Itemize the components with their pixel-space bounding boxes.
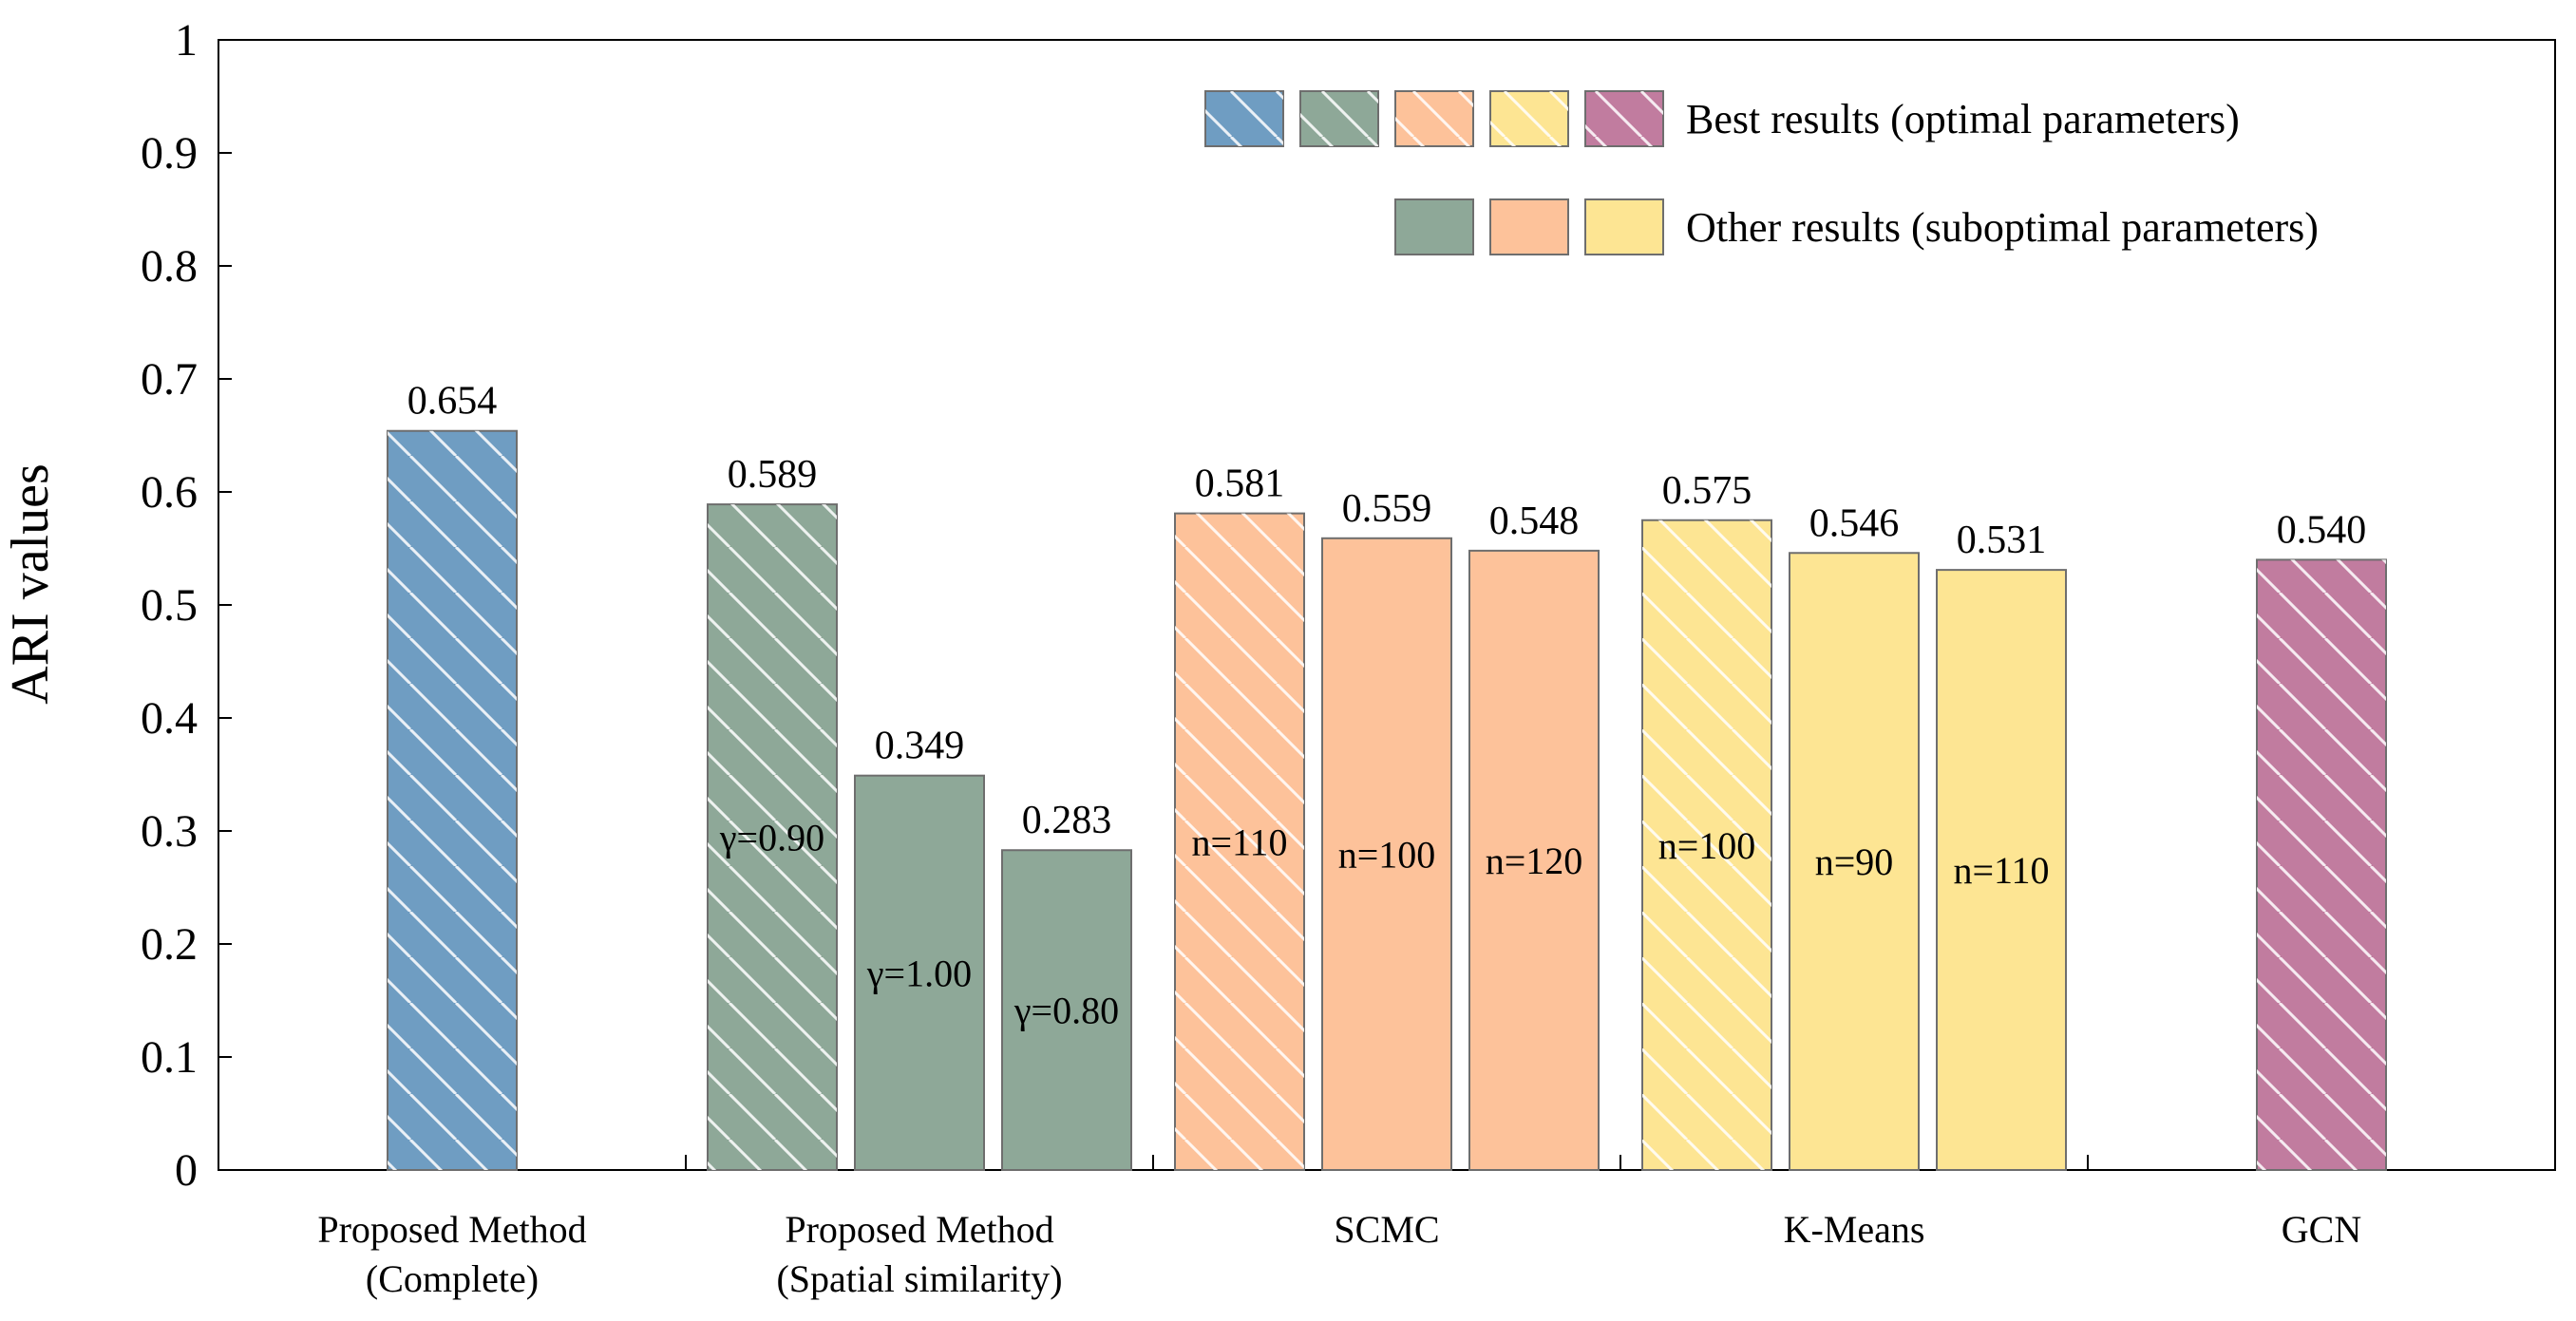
bar-value-label: 0.575	[1662, 469, 1752, 513]
bar-parameter-label: n=120	[1486, 840, 1583, 882]
bar-value-label: 0.349	[875, 725, 965, 768]
bar-hatch	[708, 504, 837, 1170]
x-category-label: Proposed Method	[317, 1208, 586, 1251]
x-category-label: SCMC	[1334, 1208, 1439, 1251]
bar-hatch	[2257, 559, 2386, 1170]
x-category-label: (Complete)	[366, 1257, 539, 1300]
x-category-label: GCN	[2282, 1208, 2361, 1251]
bar-parameter-label: n=100	[1658, 824, 1756, 867]
legend: Best results (optimal parameters) Other r…	[1204, 90, 2319, 255]
legend-swatch-hatch	[1585, 91, 1663, 146]
bars: 0.654 0.589 γ=0.90 0.349 γ=1.00 0.283 γ=0.80 0.…	[387, 380, 2387, 1171]
legend-swatch-hatch	[1300, 91, 1378, 146]
legend-swatch	[1584, 198, 1664, 255]
bar-hatch	[1642, 519, 1771, 1170]
bar-value-label: 0.559	[1342, 487, 1432, 531]
bar	[1936, 569, 2067, 1171]
bar-hatch	[1175, 513, 1304, 1170]
legend-swatch-hatch	[1490, 91, 1568, 146]
bar	[1321, 537, 1452, 1171]
x-category-label: (Spatial similarity)	[776, 1257, 1062, 1300]
y-axis: 0 0.1 0.2 0.3 0.4 0.5 0.6 0.7 0.8 0.9 1	[141, 15, 232, 1196]
y-tick-label: 0.7	[141, 354, 198, 405]
bar-parameter-label: γ=0.80	[1013, 990, 1119, 1032]
bar-parameter-label: n=90	[1815, 840, 1894, 883]
y-tick-label: 0.9	[141, 128, 198, 179]
bar-parameter-label: n=110	[1953, 849, 2049, 892]
bar-value-label: 0.531	[1957, 519, 2047, 562]
y-tick-label: 0	[175, 1145, 198, 1196]
bar-value-label: 0.654	[407, 380, 498, 424]
y-axis-label: ARI values	[1, 463, 60, 705]
bar-hatch	[388, 430, 517, 1170]
bar-parameter-label: n=100	[1338, 833, 1436, 876]
bar	[854, 774, 985, 1171]
legend-swatch	[1394, 198, 1474, 255]
bar-value-label: 0.283	[1022, 799, 1112, 842]
y-tick-label: 0.4	[141, 693, 198, 744]
bar	[1001, 849, 1132, 1171]
y-tick-label: 0.5	[141, 580, 198, 631]
x-category-label: Proposed Method	[785, 1208, 1053, 1251]
x-category-label: K-Means	[1784, 1208, 1925, 1251]
y-tick-label: 0.8	[141, 241, 198, 292]
bar-parameter-label: n=110	[1191, 821, 1287, 863]
y-tick-label: 0.3	[141, 806, 198, 857]
y-tick-label: 1	[175, 15, 198, 66]
legend-swatch	[1489, 198, 1569, 255]
bar-parameter-label: γ=1.00	[866, 952, 972, 994]
legend-label: Best results (optimal parameters)	[1686, 96, 2240, 142]
legend-swatch-hatch	[1205, 91, 1283, 146]
bar-value-label: 0.589	[728, 453, 818, 497]
y-tick-label: 0.2	[141, 919, 198, 970]
y-tick-label: 0.1	[141, 1032, 198, 1083]
bar-value-label: 0.540	[2277, 508, 2367, 552]
bar-value-label: 0.581	[1195, 462, 1285, 506]
bar	[1468, 549, 1600, 1171]
bar-parameter-label: γ=0.90	[719, 817, 824, 859]
legend-label: Other results (suboptimal parameters)	[1686, 204, 2319, 251]
bar-value-label: 0.546	[1809, 501, 1900, 545]
x-axis: Proposed Method (Complete) Proposed Method…	[317, 1155, 2361, 1300]
bar-value-label: 0.548	[1489, 500, 1580, 543]
legend-swatch-hatch	[1395, 91, 1473, 146]
y-tick-label: 0.6	[141, 467, 198, 518]
bar	[1789, 552, 1920, 1171]
